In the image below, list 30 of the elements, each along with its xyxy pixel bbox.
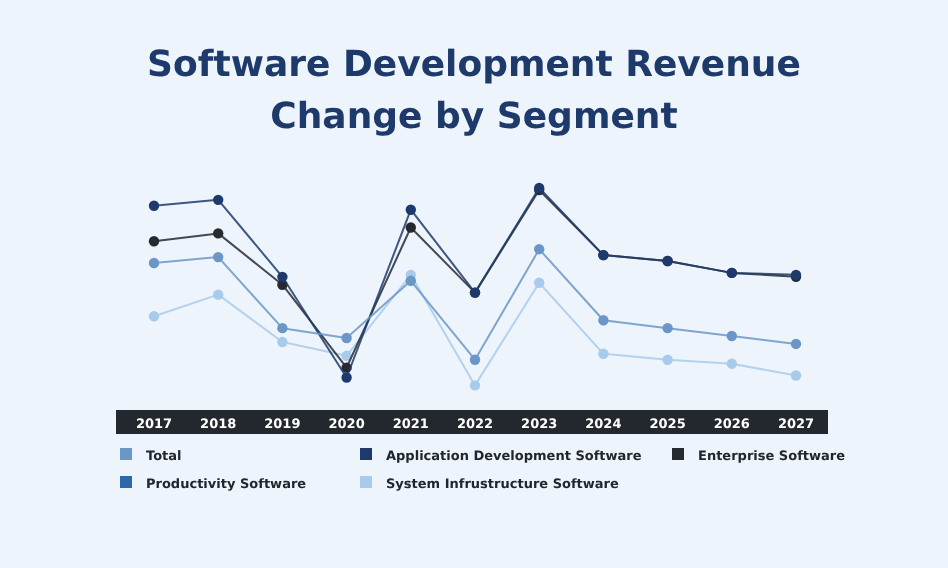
point bbox=[148, 257, 160, 269]
chart-title: Software Development Revenue Change by Segment bbox=[147, 44, 801, 138]
point bbox=[469, 380, 481, 391]
point bbox=[405, 204, 416, 215]
point bbox=[726, 358, 737, 369]
point bbox=[662, 354, 673, 365]
point bbox=[534, 243, 545, 255]
point bbox=[405, 275, 416, 286]
point bbox=[213, 228, 224, 239]
point bbox=[213, 289, 224, 300]
point bbox=[277, 322, 288, 334]
point bbox=[213, 251, 224, 263]
point bbox=[469, 354, 481, 365]
point bbox=[341, 372, 352, 383]
point bbox=[277, 271, 288, 283]
point bbox=[148, 236, 160, 247]
point bbox=[148, 311, 160, 322]
point bbox=[726, 330, 737, 342]
point bbox=[790, 338, 802, 350]
point bbox=[341, 332, 352, 344]
point bbox=[598, 315, 609, 326]
point bbox=[213, 194, 224, 206]
point bbox=[148, 200, 160, 211]
point bbox=[277, 336, 288, 348]
point bbox=[790, 370, 802, 381]
point bbox=[405, 222, 416, 233]
point bbox=[598, 348, 609, 360]
point bbox=[534, 277, 545, 288]
point bbox=[341, 350, 352, 361]
point bbox=[662, 322, 673, 334]
